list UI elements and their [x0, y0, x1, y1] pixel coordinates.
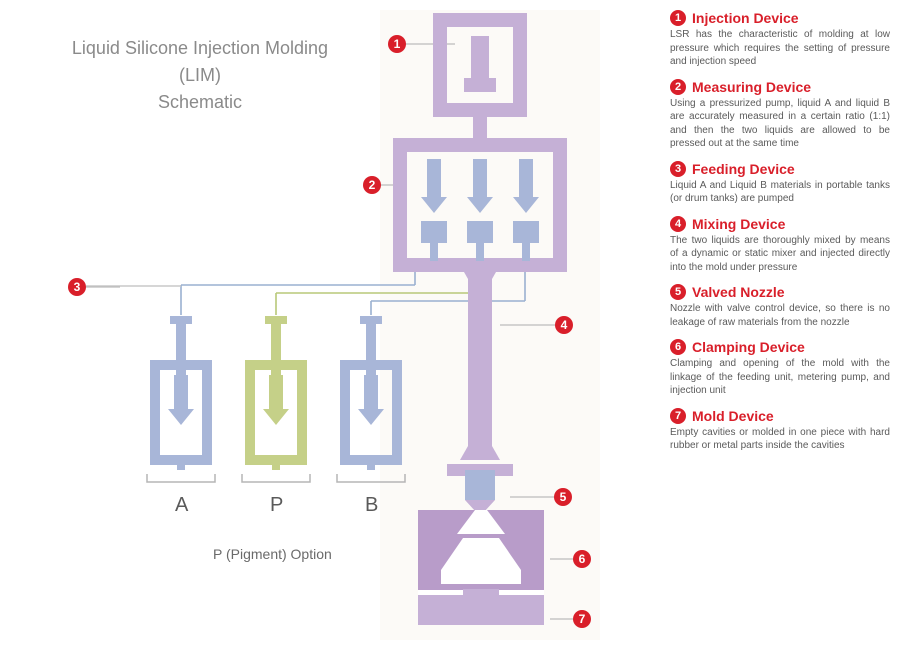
- callout-badge-2: 2: [363, 176, 381, 194]
- legend-head: 7 Mold Device: [670, 408, 890, 424]
- callout-badge-4: 4: [555, 316, 573, 334]
- legend-desc-1: LSR has the characteristic of molding at…: [670, 28, 890, 69]
- legend-badge-3: 3: [670, 161, 686, 177]
- legend-badge-2: 2: [670, 79, 686, 95]
- legend-item-1: 1 Injection Device LSR has the characteris…: [670, 10, 890, 69]
- legend-item-4: 4 Mixing Device The two liquids are thorou…: [670, 216, 890, 275]
- legend-item-7: 7 Mold Device Empty cavities or molded in …: [670, 408, 890, 453]
- legend-desc-3: Liquid A and Liquid B materials in porta…: [670, 179, 890, 206]
- legend-title-3: Feeding Device: [692, 161, 795, 177]
- legend-head: 1 Injection Device: [670, 10, 890, 26]
- legend-badge-1: 1: [670, 10, 686, 26]
- legend-head: 5 Valved Nozzle: [670, 284, 890, 300]
- legend-badge-6: 6: [670, 339, 686, 355]
- legend-title-4: Mixing Device: [692, 216, 785, 232]
- legend-badge-7: 7: [670, 408, 686, 424]
- legend-desc-4: The two liquids are thoroughly mixed by …: [670, 234, 890, 275]
- pigment-option-label: P (Pigment) Option: [213, 546, 332, 562]
- callout-badge-6: 6: [573, 550, 591, 568]
- legend-item-2: 2 Measuring Device Using a pressurized pum…: [670, 79, 890, 151]
- legend-desc-5: Nozzle with valve control device, so the…: [670, 302, 890, 329]
- callout-badge-7: 7: [573, 610, 591, 628]
- callout-badge-3: 3: [68, 278, 86, 296]
- legend-head: 6 Clamping Device: [670, 339, 890, 355]
- legend-title-2: Measuring Device: [692, 79, 811, 95]
- callout-badge-1: 1: [388, 35, 406, 53]
- tank-label-a: A: [175, 494, 188, 517]
- legend-title-5: Valved Nozzle: [692, 284, 785, 300]
- legend-desc-6: Clamping and opening of the mold with th…: [670, 357, 890, 398]
- legend-panel: 1 Injection Device LSR has the characteris…: [670, 10, 890, 463]
- legend-desc-7: Empty cavities or molded in one piece wi…: [670, 426, 890, 453]
- legend-item-6: 6 Clamping Device Clamping and opening of …: [670, 339, 890, 398]
- legend-title-6: Clamping Device: [692, 339, 805, 355]
- legend-head: 2 Measuring Device: [670, 79, 890, 95]
- legend-badge-5: 5: [670, 284, 686, 300]
- tank-label-p: P: [270, 494, 283, 517]
- diagram-area: Liquid Silicone Injection Molding (LIM) …: [0, 0, 640, 655]
- legend-badge-4: 4: [670, 216, 686, 232]
- legend-desc-2: Using a pressurized pump, liquid A and l…: [670, 97, 890, 151]
- legend-head: 3 Feeding Device: [670, 161, 890, 177]
- callout-badge-5: 5: [554, 488, 572, 506]
- legend-title-1: Injection Device: [692, 10, 799, 26]
- legend-title-7: Mold Device: [692, 408, 774, 424]
- tank-label-b: B: [365, 494, 378, 517]
- legend-item-5: 5 Valved Nozzle Nozzle with valve control …: [670, 284, 890, 329]
- legend-head: 4 Mixing Device: [670, 216, 890, 232]
- legend-item-3: 3 Feeding Device Liquid A and Liquid B mat…: [670, 161, 890, 206]
